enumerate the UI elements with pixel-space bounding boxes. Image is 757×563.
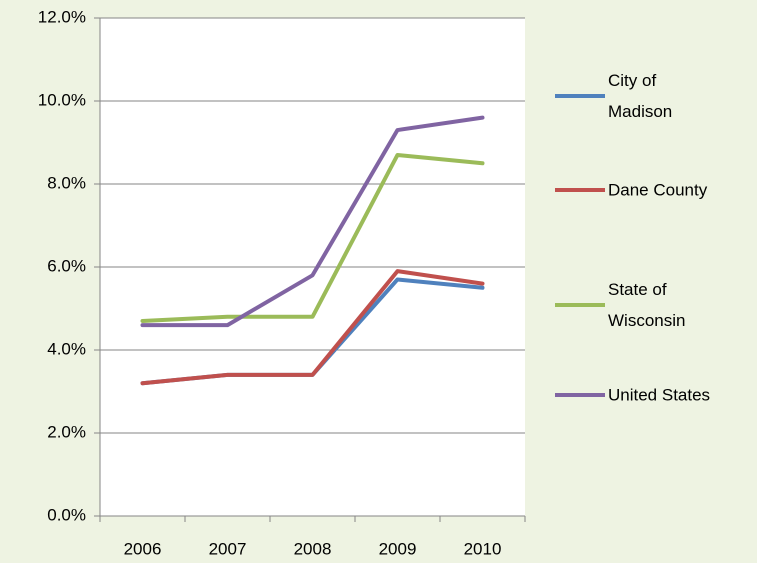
y-tick-label: 0.0% bbox=[47, 505, 86, 524]
legend-label: Dane County bbox=[608, 180, 708, 200]
y-tick-label: 6.0% bbox=[47, 256, 86, 275]
legend-label: United States bbox=[608, 385, 711, 405]
x-tick-label: 2007 bbox=[209, 539, 247, 558]
y-tick-label: 2.0% bbox=[47, 422, 86, 441]
y-tick-label: 10.0% bbox=[38, 90, 86, 109]
y-tick-label: 4.0% bbox=[47, 339, 86, 358]
x-tick-label: 2008 bbox=[294, 539, 332, 558]
x-tick-label: 2010 bbox=[464, 539, 502, 558]
legend-label: City of Madison bbox=[608, 71, 673, 121]
x-tick-label: 2006 bbox=[124, 539, 162, 558]
x-tick-label: 2009 bbox=[379, 539, 417, 558]
series-line bbox=[140, 115, 485, 328]
series-line bbox=[140, 152, 485, 323]
y-tick-label: 8.0% bbox=[47, 173, 86, 192]
legend-label: State of Wisconsin bbox=[608, 280, 686, 330]
series-line bbox=[140, 269, 485, 386]
y-tick-label: 12.0% bbox=[38, 7, 86, 26]
